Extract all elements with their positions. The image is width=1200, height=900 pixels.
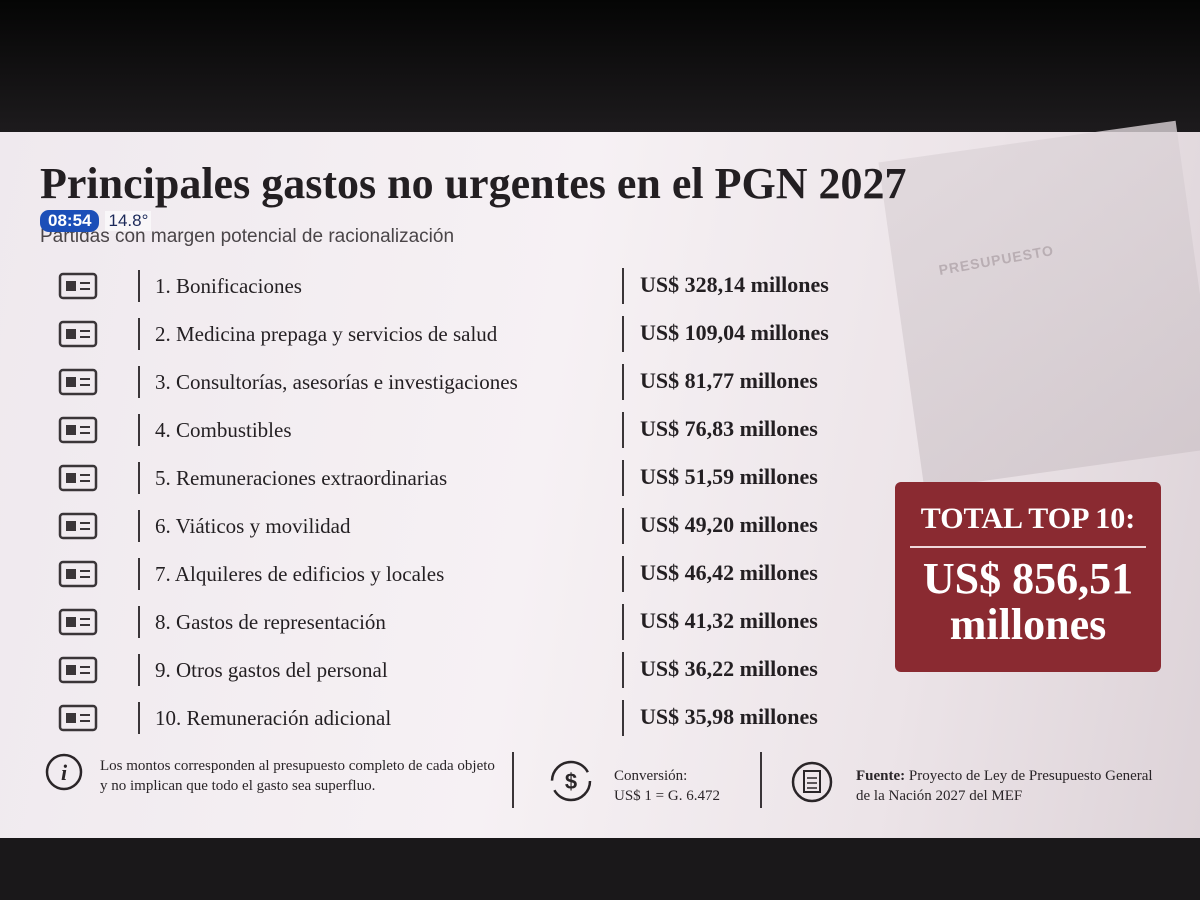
item-icon: [58, 512, 98, 540]
divider: [622, 412, 624, 448]
item-icon: [58, 464, 98, 492]
divider: [138, 558, 140, 590]
divider: [622, 364, 624, 400]
item-label: 6. Viáticos y movilidad: [155, 514, 351, 538]
item-row: 9. Otros gastos del personal US$ 36,22 mi…: [40, 648, 860, 692]
divider: [138, 702, 140, 734]
divider: [138, 510, 140, 542]
item-icon: [58, 368, 98, 396]
item-label: 5. Remuneraciones extraordinarias: [155, 466, 448, 490]
divider: [622, 700, 624, 736]
item-icon: [58, 320, 98, 348]
total-box: TOTAL TOP 10: US$ 856,51 millones: [895, 482, 1161, 672]
dark-band: [0, 838, 1200, 900]
divider: [138, 414, 140, 446]
item-icon: [58, 656, 98, 684]
divider: [910, 546, 1146, 548]
item-icon: [58, 560, 98, 588]
item-icon: [58, 272, 98, 300]
item-label: 9. Otros gastos del personal: [155, 658, 388, 682]
divider: [138, 318, 140, 350]
item-amount: US$ 35,98 millones: [640, 704, 818, 729]
item-icon: [58, 608, 98, 636]
item-label: 10. Remuneración adicional: [155, 706, 392, 730]
divider: [512, 752, 514, 808]
time: 08:54: [40, 210, 100, 232]
item-amount: US$ 109,04 millones: [640, 320, 829, 345]
item-amount: US$ 36,22 millones: [640, 656, 818, 681]
item-amount: US$ 51,59 millones: [640, 464, 818, 489]
item-row: 10. Remuneración adicional US$ 35,98 mill…: [40, 696, 860, 740]
background-image: [878, 120, 1200, 490]
item-label: 2. Medicina prepaga y servicios de salud: [155, 322, 498, 346]
footer-note: Los montos corresponden al presupuesto c…: [100, 758, 495, 794]
conversion: Conversión: US$ 1 = G. 6.472: [614, 766, 720, 806]
item-row: 2. Medicina prepaga y servicios de salud…: [40, 312, 860, 356]
item-label: 3. Consultorías, asesorías e investigaci…: [155, 370, 518, 394]
conversion-icon: $: [550, 760, 592, 802]
divider: [760, 752, 762, 808]
source-text: Proyecto de Ley de Presupuesto General d…: [856, 768, 1153, 804]
tv-overlay: 08:54 14.8°: [40, 210, 152, 232]
divider: [622, 460, 624, 496]
item-row: 3. Consultorías, asesorías e investigaci…: [40, 360, 860, 404]
total-value: US$ 856,51 millones: [922, 554, 1134, 649]
dark-band: [0, 0, 1200, 132]
divider: [622, 316, 624, 352]
item-row: 6. Viáticos y movilidad US$ 49,20 millone…: [40, 504, 860, 548]
item-label: 4. Combustibles: [155, 418, 292, 442]
info-icon: i: [45, 753, 83, 791]
item-row: 4. Combustibles US$ 76,83 millones: [40, 408, 860, 452]
item-label: 1. Bonificaciones: [155, 274, 302, 298]
item-row: 8. Gastos de representación US$ 41,32 mil…: [40, 600, 860, 644]
divider: [622, 508, 624, 544]
divider: [138, 366, 140, 398]
conversion-label: Conversión:: [614, 768, 688, 784]
source-icon: [791, 761, 833, 803]
divider: [622, 604, 624, 640]
item-icon: [58, 416, 98, 444]
divider: [138, 270, 140, 302]
item-icon: [58, 704, 98, 732]
item-amount: US$ 81,77 millones: [640, 368, 818, 393]
item-amount: US$ 76,83 millones: [640, 416, 818, 441]
item-row: 7. Alquileres de edificios y locales US$ …: [40, 552, 860, 596]
svg-text:$: $: [565, 769, 577, 794]
divider: [622, 268, 624, 304]
source-label: Fuente:: [856, 768, 906, 784]
svg-text:i: i: [61, 760, 68, 785]
item-label: 7. Alquileres de edificios y locales: [155, 562, 445, 586]
subtitle: Partidas con margen potencial de raciona…: [40, 226, 455, 247]
divider: [138, 654, 140, 686]
divider: [138, 606, 140, 638]
divider: [622, 556, 624, 592]
divider: [138, 462, 140, 494]
conversion-value: US$ 1 = G. 6.472: [614, 788, 720, 804]
item-amount: US$ 41,32 millones: [640, 608, 818, 633]
item-row: 1. Bonificaciones US$ 328,14 millones: [40, 264, 860, 308]
divider: [622, 652, 624, 688]
item-label: 8. Gastos de representación: [155, 610, 386, 634]
temperature: 14.8°: [105, 211, 152, 231]
title: Principales gastos no urgentes en el PGN…: [40, 159, 907, 208]
source: Fuente: Proyecto de Ley de Presupuesto G…: [856, 766, 1156, 806]
total-label: TOTAL TOP 10:: [920, 502, 1136, 535]
item-amount: US$ 46,42 millones: [640, 560, 818, 585]
item-row: 5. Remuneraciones extraordinarias US$ 51,…: [40, 456, 860, 500]
item-amount: US$ 328,14 millones: [640, 272, 829, 297]
item-amount: US$ 49,20 millones: [640, 512, 818, 537]
